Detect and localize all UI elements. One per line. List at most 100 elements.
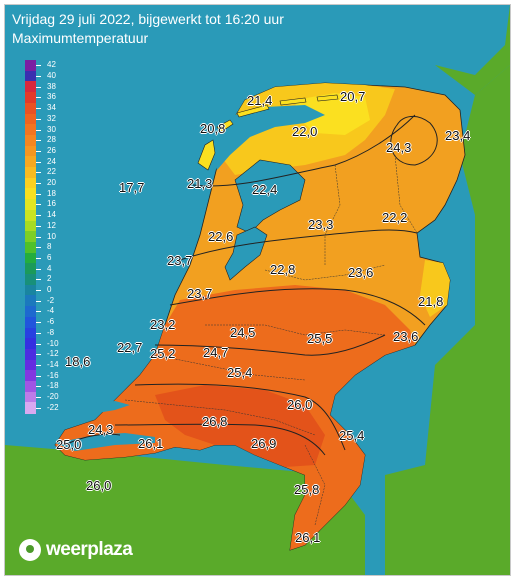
- temp-label-vlieland: 20,8: [200, 121, 226, 136]
- temp-label-wilhelminadorp: 24,3: [88, 422, 114, 437]
- temp-label-ameland: 21,4: [247, 93, 273, 108]
- legend-label: 12: [47, 220, 56, 230]
- legend-tick: [36, 279, 41, 281]
- legend-tick: [36, 375, 41, 377]
- legend-tick: [36, 364, 41, 366]
- legend-tick: [36, 108, 41, 110]
- legend-swatch: [25, 241, 36, 254]
- legend-swatch: [25, 402, 36, 414]
- westerschelde: [55, 433, 155, 451]
- legend-tick: [36, 140, 41, 142]
- legend-tick: [36, 322, 41, 324]
- weerplaza-logo-icon: [19, 539, 41, 561]
- legend-label: 30: [47, 124, 56, 134]
- isotherm-lines: [64, 114, 438, 456]
- cool-zone-north: [295, 93, 370, 135]
- oosterschelde: [60, 401, 130, 415]
- map-subtitle: Maximumtemperatuur: [12, 30, 149, 46]
- temp-label-valkenburg: 23,2: [150, 317, 176, 332]
- legend-swatch: [25, 145, 36, 157]
- very-hot-zone: [155, 385, 325, 467]
- legend-tick: [36, 215, 41, 217]
- weerplaza-logo[interactable]: weerplaza: [19, 539, 133, 561]
- legend-swatch: [25, 92, 36, 104]
- legend-label: -10: [47, 338, 59, 348]
- legend-swatch: [25, 199, 36, 211]
- temp-label-cabauw: 24,7: [203, 345, 229, 360]
- temp-label-gilze-rijen: 26,8: [202, 414, 228, 429]
- legend-tick: [36, 397, 41, 399]
- legend-label: 42: [47, 60, 56, 70]
- legend-tick: [36, 225, 41, 227]
- province-borders: [124, 154, 418, 526]
- legend-tick: [36, 204, 41, 206]
- legend-label: 32: [47, 113, 56, 123]
- legend-label: -16: [47, 370, 59, 380]
- temp-label-maastricht: 26,1: [295, 530, 321, 545]
- temp-label-volkel: 26,0: [287, 397, 313, 412]
- cool-zone-east: [420, 260, 450, 317]
- legend-tick: [36, 268, 41, 270]
- temp-label-twente: 21,8: [418, 294, 444, 309]
- legend-tick: [36, 407, 41, 409]
- legend-tick: [36, 193, 41, 195]
- legend-swatch: [25, 220, 36, 232]
- temp-label-de-bilt: 24,5: [230, 325, 256, 340]
- legend-tick: [36, 86, 41, 88]
- legend-swatch: [25, 263, 36, 275]
- legend-swatch: [25, 167, 36, 179]
- legend-swatch: [25, 231, 36, 243]
- legend-swatch: [25, 134, 36, 147]
- legend-tick: [36, 97, 41, 99]
- legend-swatch: [25, 295, 36, 307]
- neighbour-land-south: [5, 445, 365, 575]
- legend-label: 10: [47, 231, 56, 241]
- legend-tick: [36, 257, 41, 259]
- weather-map-frame: Vrijdag 29 juli 2022, bijgewerkt tot 16:…: [4, 4, 511, 576]
- legend-swatch: [25, 306, 36, 318]
- temp-label-woensdrecht: 26,1: [138, 436, 164, 451]
- temp-label-ell: 25,8: [294, 482, 320, 497]
- temp-label-berkhout: 22,6: [208, 229, 234, 244]
- temp-label-marknesse: 22,8: [270, 262, 296, 277]
- legend-tick: [36, 386, 41, 388]
- schiermonnikoog: [316, 94, 339, 102]
- legend-label: -4: [47, 306, 55, 316]
- temp-label-vlissingen: 25,0: [56, 437, 82, 452]
- legend-swatch: [25, 113, 36, 125]
- legend-tick: [36, 311, 41, 313]
- legend-swatch: [25, 316, 36, 329]
- legend-swatch: [25, 348, 36, 361]
- temp-label-noordzee: 17,7: [119, 180, 145, 195]
- legend-label: 26: [47, 145, 56, 155]
- neighbour-land-north-east: [435, 5, 510, 95]
- legend-label: 24: [47, 156, 56, 166]
- legend-label: -14: [47, 359, 59, 369]
- legend-swatch: [25, 338, 36, 350]
- legend-label: -20: [47, 392, 59, 402]
- legend-swatch: [25, 274, 36, 286]
- legend-label: 36: [47, 92, 56, 102]
- temp-label-drenthe: 22,2: [382, 210, 408, 225]
- temp-label-hupsel: 23,6: [393, 329, 419, 344]
- legend-tick: [36, 172, 41, 174]
- legend-tick: [36, 150, 41, 152]
- legend-swatch: [25, 177, 36, 189]
- wadden-sea: [205, 105, 325, 170]
- legend-label: -12: [47, 349, 59, 359]
- legend-label: 18: [47, 188, 56, 198]
- legend-tick: [36, 300, 41, 302]
- neighbour-land-east: [385, 5, 510, 575]
- legend-swatch: [25, 124, 36, 136]
- legend-label: 38: [47, 81, 56, 91]
- legend-label: 14: [47, 210, 56, 220]
- legend-swatch: [25, 327, 36, 339]
- legend-tick: [36, 129, 41, 131]
- temp-label-schiermonnikoog: 20,7: [340, 89, 366, 104]
- legend-label: 28: [47, 135, 56, 145]
- legend-tick: [36, 76, 41, 78]
- legend-swatch: [25, 70, 36, 82]
- legend-swatch: [25, 188, 36, 200]
- legend-swatch: [25, 252, 36, 264]
- temp-label-arcen: 25,4: [339, 428, 365, 443]
